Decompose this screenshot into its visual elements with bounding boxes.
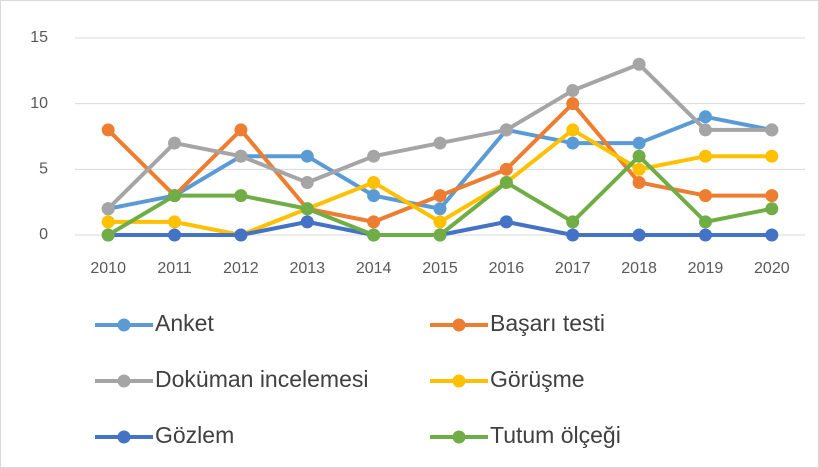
point [433,215,447,229]
point [632,149,646,163]
point [765,189,779,203]
point [632,57,646,71]
legend-label: Başarı testi [490,310,605,336]
point [632,175,646,189]
point [632,136,646,150]
point [499,162,513,176]
point [300,149,314,163]
legend-swatch-dot [117,374,131,388]
legend-label: Gözlem [155,422,234,448]
legend-label: Doküman incelemesi [155,366,368,392]
point [566,84,580,98]
point [234,228,248,242]
x-tick-label: 2013 [289,260,325,277]
point [566,228,580,242]
x-tick-label: 2012 [223,260,259,277]
point [101,123,115,137]
point [433,189,447,203]
x-tick-label: 2016 [489,260,525,277]
x-tick-label: 2011 [157,260,192,277]
point [632,228,646,242]
point [168,189,182,203]
point [499,215,513,229]
point [367,175,381,189]
x-tick-label: 2020 [754,260,790,277]
point [367,149,381,163]
legend-swatch-dot [452,430,466,444]
point [698,189,712,203]
point [433,136,447,150]
legend-label: Tutum ölçeği [490,422,621,448]
x-tick-label: 2019 [688,260,724,277]
point [698,123,712,137]
point [101,215,115,229]
point [499,123,513,137]
y-tick-label: 10 [30,95,48,112]
legend-swatch-dot [452,318,466,332]
point [300,215,314,229]
point [566,215,580,229]
point [101,202,115,216]
point [566,97,580,111]
legend-swatch-dot [452,374,466,388]
point [765,228,779,242]
point [698,228,712,242]
point [566,123,580,137]
legend-label: Anket [155,310,214,336]
point [566,136,580,150]
point [300,202,314,216]
y-tick-label: 15 [30,29,48,46]
point [765,202,779,216]
x-tick-label: 2014 [356,260,392,277]
point [367,228,381,242]
point [367,189,381,203]
point [765,123,779,137]
x-tick-label: 2017 [555,260,591,277]
x-tick-label: 2018 [621,260,657,277]
point [168,228,182,242]
point [698,110,712,124]
point [300,175,314,189]
point [433,228,447,242]
y-tick-label: 0 [39,226,48,243]
y-tick-label: 5 [39,161,48,178]
legend-swatch-dot [117,430,131,444]
legend-swatch-dot [117,318,131,332]
point [765,149,779,163]
point [101,228,115,242]
point [632,162,646,176]
point [168,215,182,229]
point [698,215,712,229]
point [234,149,248,163]
x-tick-label: 2010 [90,260,126,277]
point [367,215,381,229]
point [499,175,513,189]
x-tick-label: 2015 [422,260,458,277]
point [234,123,248,137]
point [234,189,248,203]
point [433,202,447,216]
point [698,149,712,163]
point [168,136,182,150]
legend-label: Görüşme [490,366,585,392]
